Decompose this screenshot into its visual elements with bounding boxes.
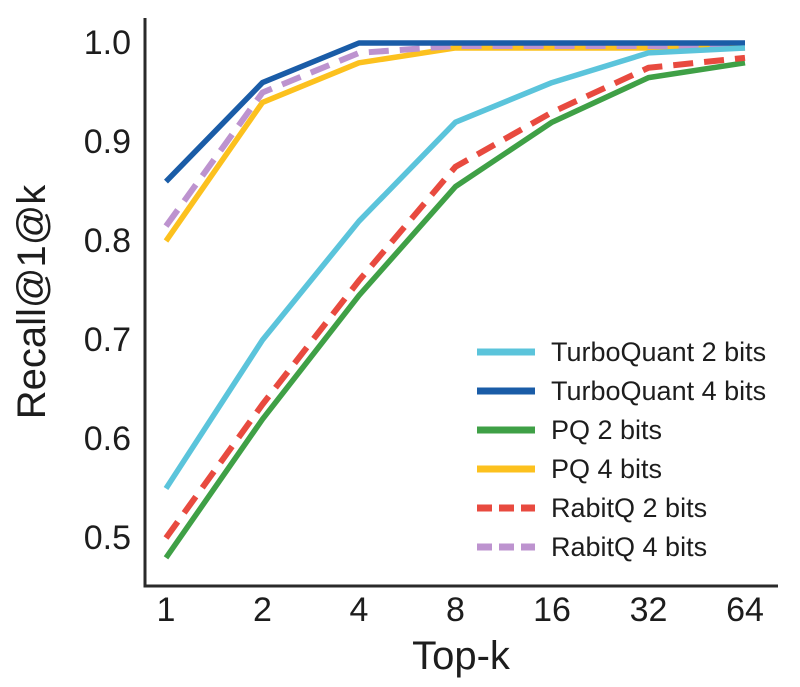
axes-layer: 0.5 0.6 0.7 0.8 0.9 1.0 1 2 4 8 16 32 64 [84, 18, 778, 629]
y-tick-label-0.9: 0.9 [84, 123, 131, 161]
x-tick-label-4: 4 [350, 591, 369, 629]
y-tick-label-0.5: 0.5 [84, 519, 131, 557]
legend-item-turboquant-2-bits: TurboQuant 2 bits [477, 337, 766, 367]
legend: TurboQuant 2 bits TurboQuant 4 bits PQ 2 b… [477, 337, 766, 562]
y-axis-title: Recall@1@k [10, 184, 54, 420]
legend-item-turboquant-4-bits: TurboQuant 4 bits [477, 376, 766, 406]
legend-label: RabitQ 4 bits [551, 532, 707, 562]
series-line-turboquant-4-bits [164, 40, 745, 184]
legend-item-rabitq-2-bits: RabitQ 2 bits [477, 493, 707, 523]
y-tick-label-1.0: 1.0 [84, 24, 131, 62]
legend-label: PQ 2 bits [551, 415, 662, 445]
legend-item-pq-2-bits: PQ 2 bits [477, 415, 662, 445]
x-tick-label-1: 1 [157, 591, 176, 629]
y-tick-label-0.6: 0.6 [84, 420, 131, 458]
legend-label: RabitQ 2 bits [551, 493, 707, 523]
series-line-rabitq-2-bits [163, 54, 746, 540]
series-line-turboquant-2-bits [163, 45, 746, 490]
x-tick-label-32: 32 [630, 591, 668, 629]
x-axis-title: Top-k [412, 634, 511, 678]
x-tick-label-16: 16 [533, 591, 571, 629]
legend-item-pq-4-bits: PQ 4 bits [477, 454, 662, 484]
y-tick-label-0.8: 0.8 [84, 222, 131, 260]
x-tick-label-2: 2 [253, 591, 272, 629]
legend-item-rabitq-4-bits: RabitQ 4 bits [477, 532, 707, 562]
series-line-rabitq-4-bits [163, 42, 745, 228]
legend-label: TurboQuant 4 bits [551, 376, 766, 406]
x-tick-label-64: 64 [726, 591, 764, 629]
y-tick-label-0.7: 0.7 [84, 321, 131, 359]
legend-label: TurboQuant 2 bits [551, 337, 766, 367]
series-layer [163, 40, 746, 560]
x-tick-label-8: 8 [446, 591, 465, 629]
series-line-pq-2-bits [163, 60, 746, 560]
legend-label: PQ 4 bits [551, 454, 662, 484]
